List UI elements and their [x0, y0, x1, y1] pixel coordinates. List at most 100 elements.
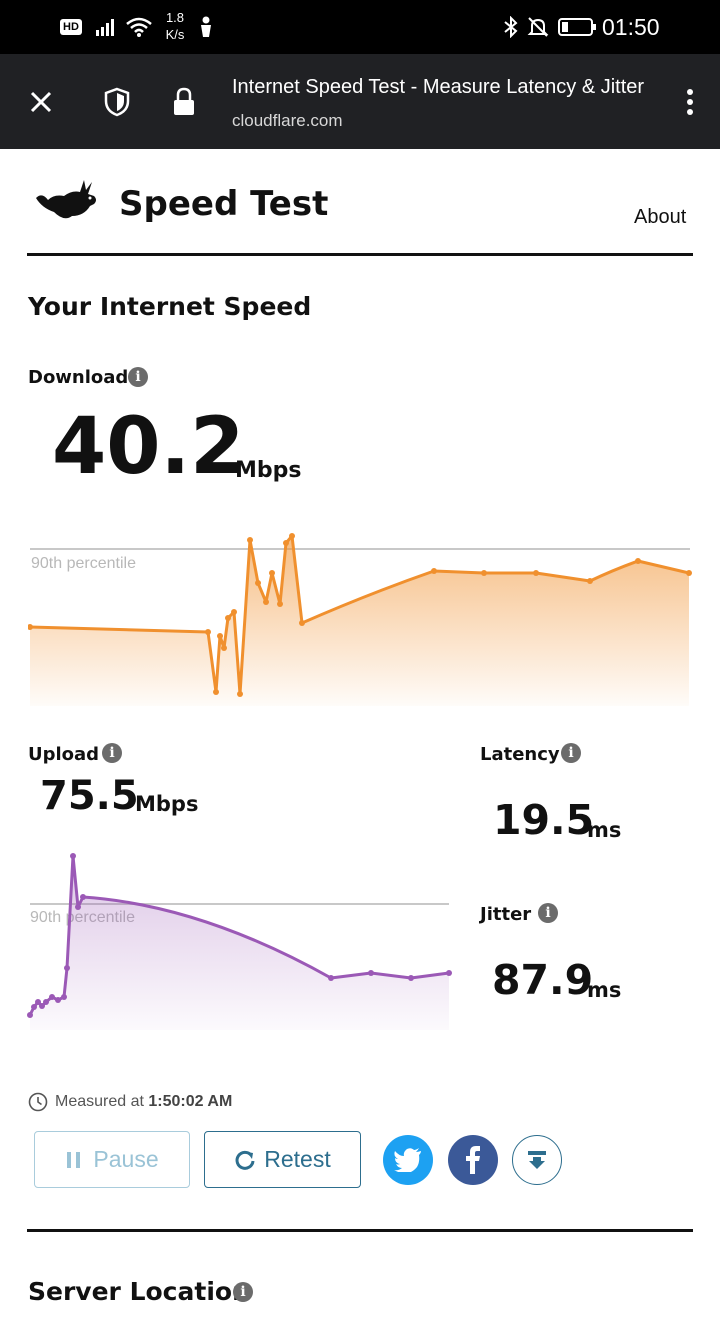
bluetooth-icon [503, 0, 519, 54]
upload-point [55, 997, 61, 1003]
download-point [587, 578, 593, 584]
download-point [289, 533, 295, 539]
server-location-info-icon[interactable]: i [233, 1282, 253, 1302]
download-point [299, 620, 305, 626]
download-label: Download [28, 367, 129, 388]
wifi-icon [126, 0, 152, 54]
accessibility-icon [200, 0, 212, 54]
about-link[interactable]: About [634, 206, 687, 228]
retest-icon [235, 1150, 255, 1170]
measured-prefix: Measured at [55, 1093, 144, 1110]
shield-icon[interactable] [95, 80, 139, 124]
twitter-icon[interactable] [383, 1135, 433, 1185]
status-bar: HD 1.8 K/s 01:50 [0, 0, 720, 54]
upload-point [446, 970, 452, 976]
section-divider [27, 1229, 693, 1232]
upload-point [35, 999, 41, 1005]
page-title: Internet Speed Test - Measure Latency & … [232, 76, 645, 98]
upload-point [49, 994, 55, 1000]
download-point [205, 629, 211, 635]
jitter-unit: ms [587, 978, 622, 1002]
section-heading: Your Internet Speed [28, 292, 312, 321]
upload-unit: Mbps [135, 792, 199, 816]
jitter-label: Jitter [480, 904, 532, 925]
signal-icon [96, 0, 118, 54]
upload-point [75, 904, 81, 910]
upload-point [368, 970, 374, 976]
measured-at: Measured at 1:50:02 AM [55, 1093, 232, 1111]
upload-point [31, 1004, 37, 1010]
download-point [635, 558, 641, 564]
latency-label: Latency [480, 744, 560, 765]
download-point [213, 689, 219, 695]
download-point [431, 568, 437, 574]
latency-value: 19.5 [493, 796, 595, 844]
latency-info-icon[interactable]: i [561, 743, 581, 763]
page-url: cloudflare.com [232, 111, 343, 130]
download-point [481, 570, 487, 576]
download-point [221, 645, 227, 651]
upload-value: 75.5 [40, 773, 139, 819]
download-unit: Mbps [235, 458, 302, 483]
download-point [255, 580, 261, 586]
upload-point [408, 975, 414, 981]
upload-point [80, 894, 86, 900]
upload-point [70, 853, 76, 859]
network-speed-unit: K/s [165, 27, 185, 42]
network-speed: 1.8 K/s [160, 9, 190, 43]
download-point [263, 599, 269, 605]
download-point [237, 691, 243, 697]
upload-point [61, 994, 67, 1000]
rabbit-logo-icon[interactable] [34, 178, 100, 229]
clock: 01:50 [602, 13, 660, 40]
download-info-icon[interactable]: i [128, 367, 148, 387]
upload-point [328, 975, 334, 981]
clock-icon [28, 1092, 48, 1117]
download-point [283, 540, 289, 546]
browser-toolbar [0, 54, 720, 149]
download-point [277, 601, 283, 607]
upload-series-line [28, 854, 450, 1016]
retest-button[interactable]: Retest [204, 1131, 361, 1188]
retest-label: Retest [264, 1146, 331, 1172]
upload-info-icon[interactable]: i [102, 743, 122, 763]
network-speed-value: 1.8 [165, 10, 185, 25]
header-divider [27, 253, 693, 256]
download-point [247, 537, 253, 543]
download-value: 40.2 [52, 402, 245, 492]
upload-point [27, 1012, 33, 1018]
download-percentile-label: 90th percentile [31, 555, 136, 572]
battery-icon [558, 0, 598, 54]
pause-label: Pause [93, 1146, 159, 1172]
upload-label: Upload [28, 744, 100, 765]
jitter-info-icon[interactable]: i [538, 903, 558, 923]
download-point [533, 570, 539, 576]
jitter-value: 87.9 [492, 956, 594, 1004]
download-point [28, 624, 33, 630]
pause-icon [67, 1151, 81, 1168]
facebook-icon[interactable] [448, 1135, 498, 1185]
download-point [686, 570, 692, 576]
upload-point [39, 1003, 45, 1009]
hd-label: HD [60, 19, 82, 35]
download-series-line [29, 534, 690, 696]
upload-chart: 90th percentile [27, 853, 452, 1030]
upload-point [64, 965, 70, 971]
server-location-heading: Server Location [28, 1277, 250, 1306]
latency-unit: ms [587, 818, 622, 842]
lock-icon[interactable] [162, 80, 206, 124]
more-options-icon[interactable] [668, 80, 712, 124]
site-title[interactable]: Speed Test [119, 184, 329, 224]
download-point [231, 609, 237, 615]
measured-time: 1:50:02 AM [148, 1093, 233, 1110]
close-icon[interactable] [19, 80, 63, 124]
download-chart: 90th percentile [28, 533, 692, 706]
pause-button[interactable]: Pause [34, 1131, 190, 1188]
download-results-icon[interactable] [512, 1135, 562, 1185]
download-point [269, 570, 275, 576]
download-point [217, 633, 223, 639]
upload-point [43, 999, 49, 1005]
mute-bell-icon [527, 0, 549, 54]
download-point [225, 615, 231, 621]
hd-icon: HD [60, 0, 82, 54]
